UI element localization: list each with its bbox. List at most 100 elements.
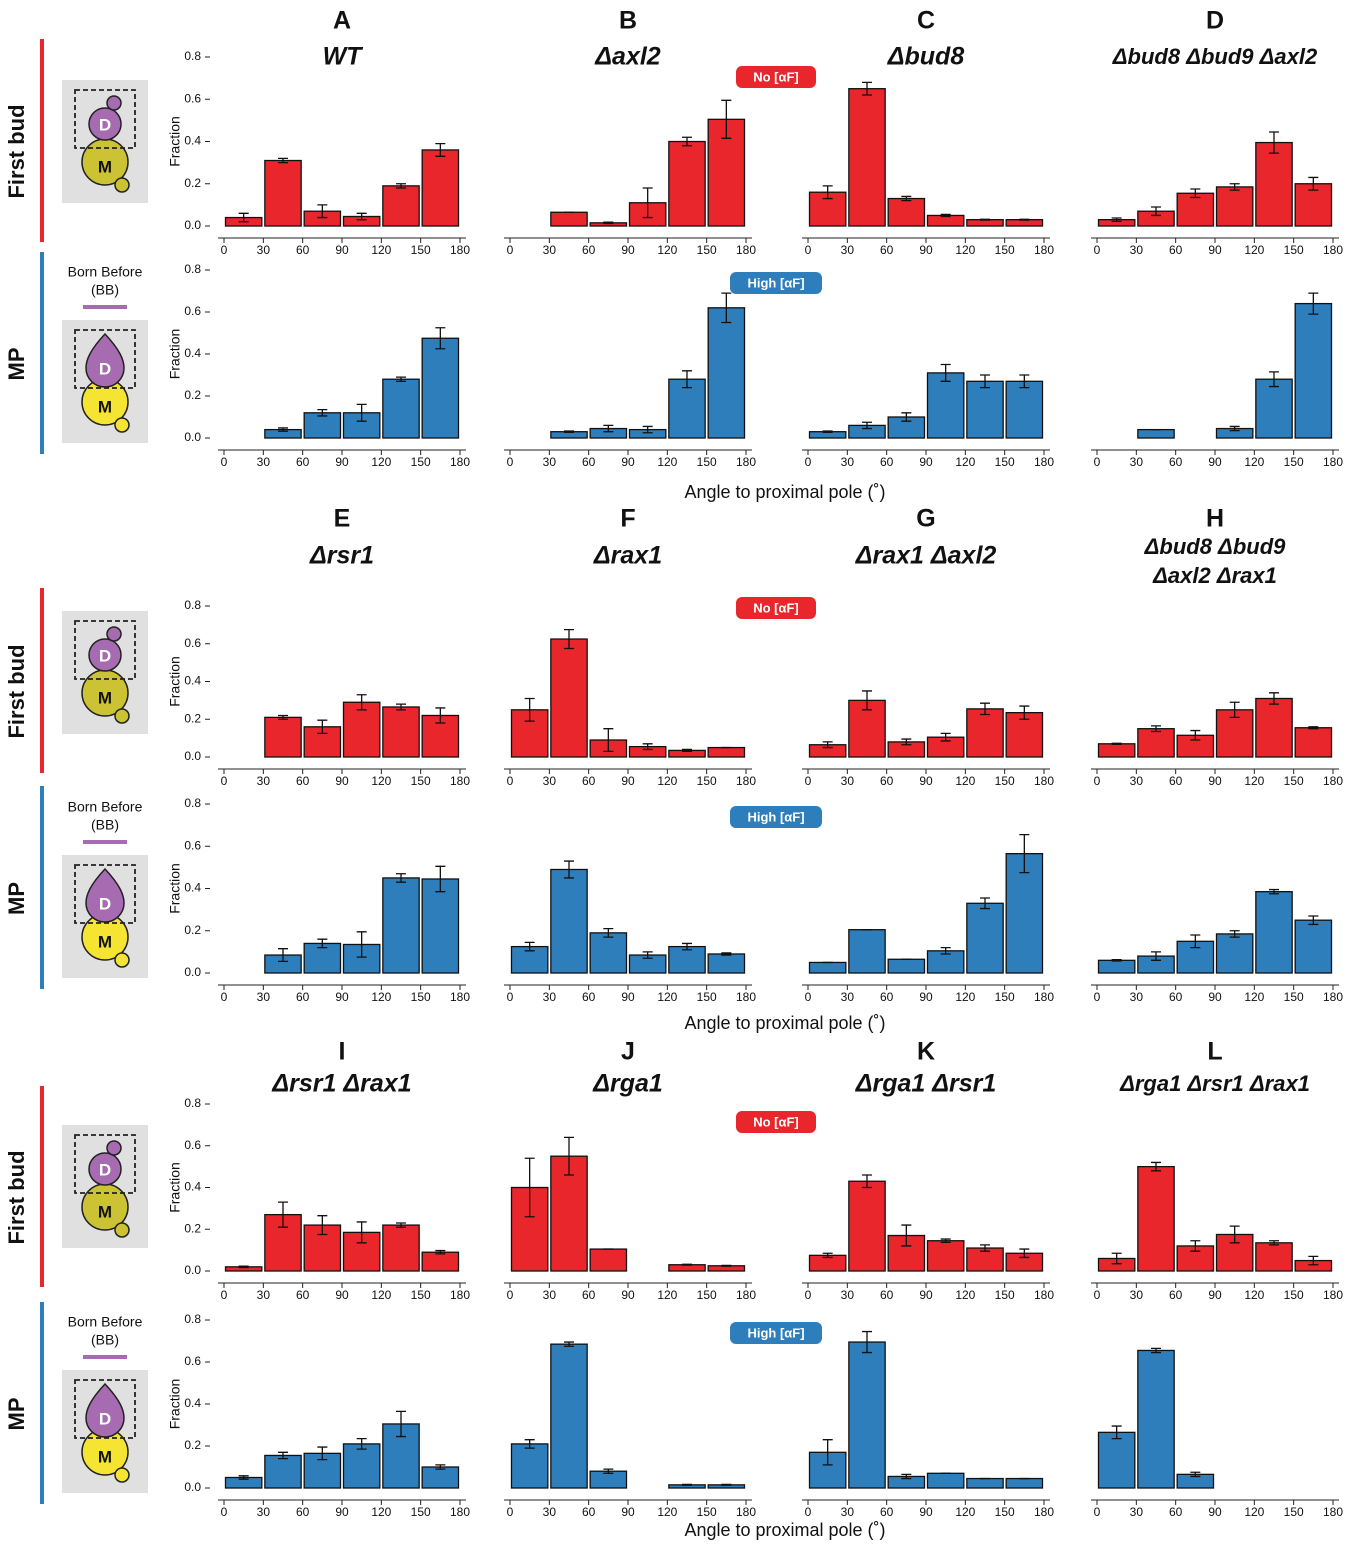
x-tick-label: 30 (841, 455, 855, 469)
x-tick-label: 0 (805, 1505, 812, 1519)
bar (888, 199, 924, 226)
y-tick-label: 0.6 (184, 1138, 201, 1152)
x-tick-label: 30 (257, 990, 271, 1004)
bar (383, 379, 419, 438)
x-tick-label: 90 (919, 243, 933, 257)
daughter-bud (107, 627, 121, 641)
mother-label: M (98, 157, 112, 176)
x-tick-label: 60 (880, 774, 894, 788)
mother-bud (115, 1223, 129, 1237)
bar (1256, 1243, 1292, 1271)
chart-title: Δrga1 Δrsr1 (855, 1070, 997, 1098)
error-bar (1019, 219, 1029, 220)
error-bar (1112, 960, 1122, 961)
y-tick-label: 0.0 (184, 430, 201, 444)
x-tick-label: 30 (1130, 243, 1144, 257)
x-tick-label: 0 (1094, 243, 1101, 257)
x-tick-label: 150 (411, 243, 431, 257)
born-before: Born Before (68, 799, 143, 815)
row-bar (40, 252, 44, 454)
y-axis-label: Fraction (167, 116, 183, 167)
panel-letter: C (917, 7, 935, 35)
bb: (BB) (91, 282, 119, 298)
x-tick-label: 90 (335, 1288, 349, 1302)
x-tick-label: 150 (1284, 243, 1304, 257)
x-tick-label: 120 (1244, 990, 1264, 1004)
x-tick-label: 0 (221, 990, 228, 1004)
y-axis-label: Fraction (167, 1379, 183, 1430)
chart-title: Δrax1 (593, 542, 662, 570)
y-tick-label: 0.4 (184, 346, 201, 360)
x-tick-label: 30 (841, 243, 855, 257)
x-tick-label: 150 (1284, 1505, 1304, 1519)
x-tick-label: 60 (296, 1288, 310, 1302)
y-tick-label: 0.4 (184, 1396, 201, 1410)
x-tick-label: 120 (1244, 774, 1264, 788)
x-tick-label: 30 (543, 1288, 557, 1302)
x-tick-label: 0 (507, 1288, 514, 1302)
panel-letter: A (333, 7, 351, 35)
x-tick-label: 60 (1169, 1288, 1183, 1302)
x-tick-label: 0 (507, 1505, 514, 1519)
bar (551, 639, 587, 757)
x-tick-label: 60 (296, 1505, 310, 1519)
bar (422, 338, 458, 438)
x-tick-label: 90 (335, 243, 349, 257)
x-tick-label: 30 (1130, 1505, 1144, 1519)
x-tick-label: 150 (1284, 455, 1304, 469)
x-tick-label: 150 (411, 1288, 431, 1302)
mother-label: M (98, 1202, 112, 1221)
x-tick-label: 150 (995, 1505, 1015, 1519)
y-tick-label: 0.8 (184, 1096, 201, 1110)
y-tick-label: 0.8 (184, 262, 201, 276)
x-tick-label: 180 (736, 990, 756, 1004)
bar (967, 1479, 1003, 1488)
x-tick-label: 60 (296, 774, 310, 788)
bar (967, 709, 1003, 757)
error-bar (980, 219, 990, 220)
x-tick-label: 0 (805, 990, 812, 1004)
x-tick-label: 120 (657, 455, 677, 469)
x-tick-label: 60 (880, 243, 894, 257)
bar (1006, 381, 1042, 438)
x-tick-label: 150 (697, 774, 717, 788)
error-bar (564, 431, 574, 432)
bar (1099, 1432, 1135, 1488)
x-tick-label: 60 (582, 455, 596, 469)
x-tick-label: 180 (1323, 774, 1343, 788)
x-tick-label: 150 (697, 1505, 717, 1519)
x-tick-label: 180 (450, 774, 470, 788)
x-tick-label: 30 (841, 1505, 855, 1519)
x-tick-label: 60 (582, 990, 596, 1004)
x-tick-label: 150 (697, 455, 717, 469)
y-tick-label: 0.6 (184, 838, 201, 852)
x-tick-label: 90 (621, 1505, 635, 1519)
error-bar (682, 1484, 692, 1485)
x-axis-label: Angle to proximal pole (˚) (684, 482, 885, 502)
x-tick-label: 120 (1244, 1505, 1264, 1519)
y-tick-label: 0.6 (184, 91, 201, 105)
y-tick-label: 0.2 (184, 923, 201, 937)
error-bar (823, 431, 833, 432)
x-tick-label: 120 (371, 1505, 391, 1519)
x-tick-label: 30 (257, 1288, 271, 1302)
row-bar (40, 39, 44, 242)
x-tick-label: 180 (1034, 990, 1054, 1004)
bar (551, 869, 587, 973)
bar (849, 1342, 885, 1488)
x-tick-label: 150 (995, 455, 1015, 469)
badge: High [αF] (747, 275, 804, 290)
x-tick-label: 0 (1094, 1288, 1101, 1302)
x-tick-label: 30 (1130, 774, 1144, 788)
x-tick-label: 180 (1323, 455, 1343, 469)
y-tick-label: 0.2 (184, 1438, 201, 1452)
y-tick-label: 0.2 (184, 1221, 201, 1235)
error-bar (603, 222, 613, 223)
x-tick-label: 120 (955, 990, 975, 1004)
x-tick-label: 0 (507, 243, 514, 257)
x-tick-label: 120 (1244, 455, 1264, 469)
row-label: First bud (4, 104, 29, 198)
bar (512, 1444, 548, 1488)
bar (1138, 430, 1174, 438)
daughter-bud (107, 1141, 121, 1155)
